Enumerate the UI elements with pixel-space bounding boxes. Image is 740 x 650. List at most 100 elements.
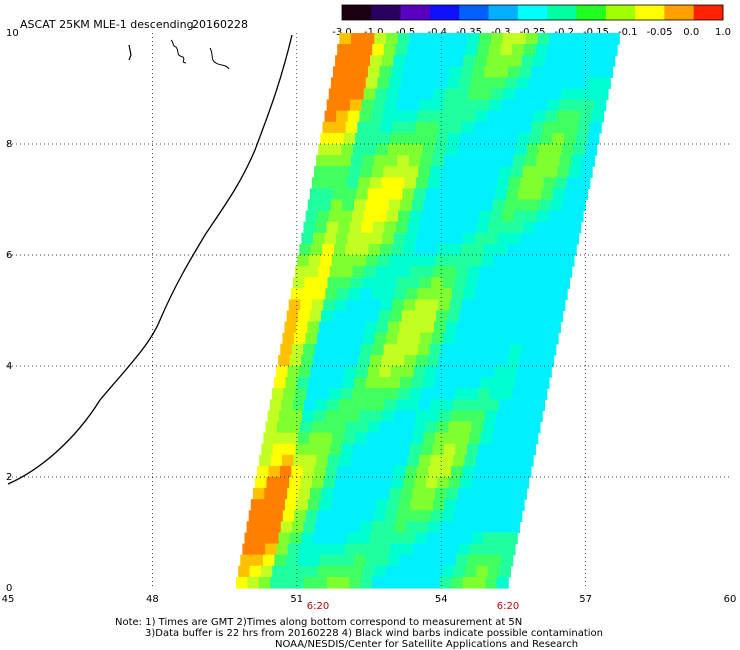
swath-cell <box>349 343 362 356</box>
swath-cell <box>559 155 572 167</box>
swath-cell <box>445 377 458 389</box>
swath-cell <box>330 499 343 511</box>
swath-cell <box>362 277 375 289</box>
swath-cell <box>523 44 537 56</box>
swath-cell <box>564 188 577 201</box>
swath-cell <box>465 44 478 56</box>
swath-cell <box>368 477 381 489</box>
swath-cell <box>340 565 353 578</box>
swath-cell <box>455 210 469 223</box>
swath-cell <box>529 132 542 145</box>
swath-cell <box>405 288 419 300</box>
swath-cell <box>485 521 498 534</box>
swath-cell <box>473 521 486 534</box>
swath-cell <box>276 421 290 434</box>
swath-cell <box>543 232 556 245</box>
swath-cell <box>409 388 422 400</box>
swath-cell <box>447 310 460 323</box>
swath-cell <box>361 221 374 234</box>
swath-cell <box>430 454 443 467</box>
swath-cell <box>582 99 595 112</box>
swath-cell <box>542 354 555 367</box>
swath-cell <box>360 44 373 56</box>
swath-cell <box>303 343 316 356</box>
swath-cell <box>520 232 533 245</box>
swath-cell <box>496 521 509 534</box>
swath-cell <box>304 277 317 289</box>
swath-cell <box>559 210 573 223</box>
swath-cell <box>418 44 432 56</box>
swath-cell <box>477 44 490 56</box>
swath-cell <box>391 243 404 256</box>
swath-cell <box>587 132 600 145</box>
swath-cell <box>511 277 524 289</box>
swath-cell <box>439 177 452 189</box>
swath-cell <box>441 454 454 467</box>
swath-cell <box>573 88 586 101</box>
swath-cell <box>458 543 471 556</box>
swath-cell <box>548 321 561 334</box>
swath-cell <box>458 199 471 212</box>
swath-cell <box>437 188 450 201</box>
swath-cell <box>387 144 401 156</box>
swath-cell <box>293 454 306 467</box>
swath-cell <box>319 499 332 511</box>
swath-cell <box>541 243 554 256</box>
swath-cell <box>461 299 474 312</box>
swath-cell <box>322 243 335 256</box>
swath-cell <box>387 499 400 511</box>
swath-cell <box>335 177 348 189</box>
swath-cell <box>568 55 581 67</box>
swath-cell <box>391 421 404 434</box>
swath-cell <box>304 576 317 589</box>
swath-cell <box>491 321 504 334</box>
swath-cell <box>326 221 339 234</box>
swath-cell <box>536 155 549 167</box>
swath-cell <box>292 277 306 289</box>
swath-cell <box>474 55 488 67</box>
swath-cell <box>471 188 484 201</box>
swath-cell <box>551 310 564 323</box>
swath-cell <box>501 155 514 167</box>
swath-cell <box>333 243 347 256</box>
swath-cell <box>549 88 563 101</box>
swath-cell <box>457 377 470 389</box>
swath-cell <box>462 576 475 589</box>
swath-cell <box>421 266 434 278</box>
swath-cell <box>562 255 575 267</box>
swath-cell <box>426 121 440 134</box>
swath-cell <box>411 144 424 156</box>
swath-cell <box>416 410 429 423</box>
swath-cell <box>341 499 354 511</box>
colorbar-swatch <box>429 5 460 20</box>
swath-cell <box>414 243 427 256</box>
swath-cell <box>309 310 322 323</box>
swath-cell <box>455 443 468 456</box>
swath-cell <box>483 243 497 256</box>
swath-cell <box>458 255 471 267</box>
swath-cell <box>346 177 359 189</box>
swath-cell <box>343 132 356 145</box>
swath-cell <box>439 55 453 67</box>
swath-cell <box>307 199 320 212</box>
swath-cell <box>334 299 347 312</box>
swath-cell <box>483 532 496 545</box>
swath-cell <box>487 565 500 578</box>
swath-cell <box>418 166 431 178</box>
swath-cell <box>463 288 476 300</box>
swath-cell <box>449 299 462 312</box>
swath-cell <box>339 332 352 345</box>
swath-cell <box>469 144 482 156</box>
swath-cell <box>557 277 570 289</box>
swath-cell <box>338 399 351 411</box>
swath-cell <box>275 488 288 500</box>
swath-cell <box>417 576 430 589</box>
swath-cell <box>394 521 407 534</box>
swath-cell <box>374 388 387 400</box>
swath-cell <box>481 255 494 267</box>
swath-cell <box>301 354 314 367</box>
swath-cell <box>449 243 462 256</box>
swath-cell <box>356 66 369 78</box>
swath-cell <box>525 266 538 278</box>
swath-cell <box>522 166 535 178</box>
